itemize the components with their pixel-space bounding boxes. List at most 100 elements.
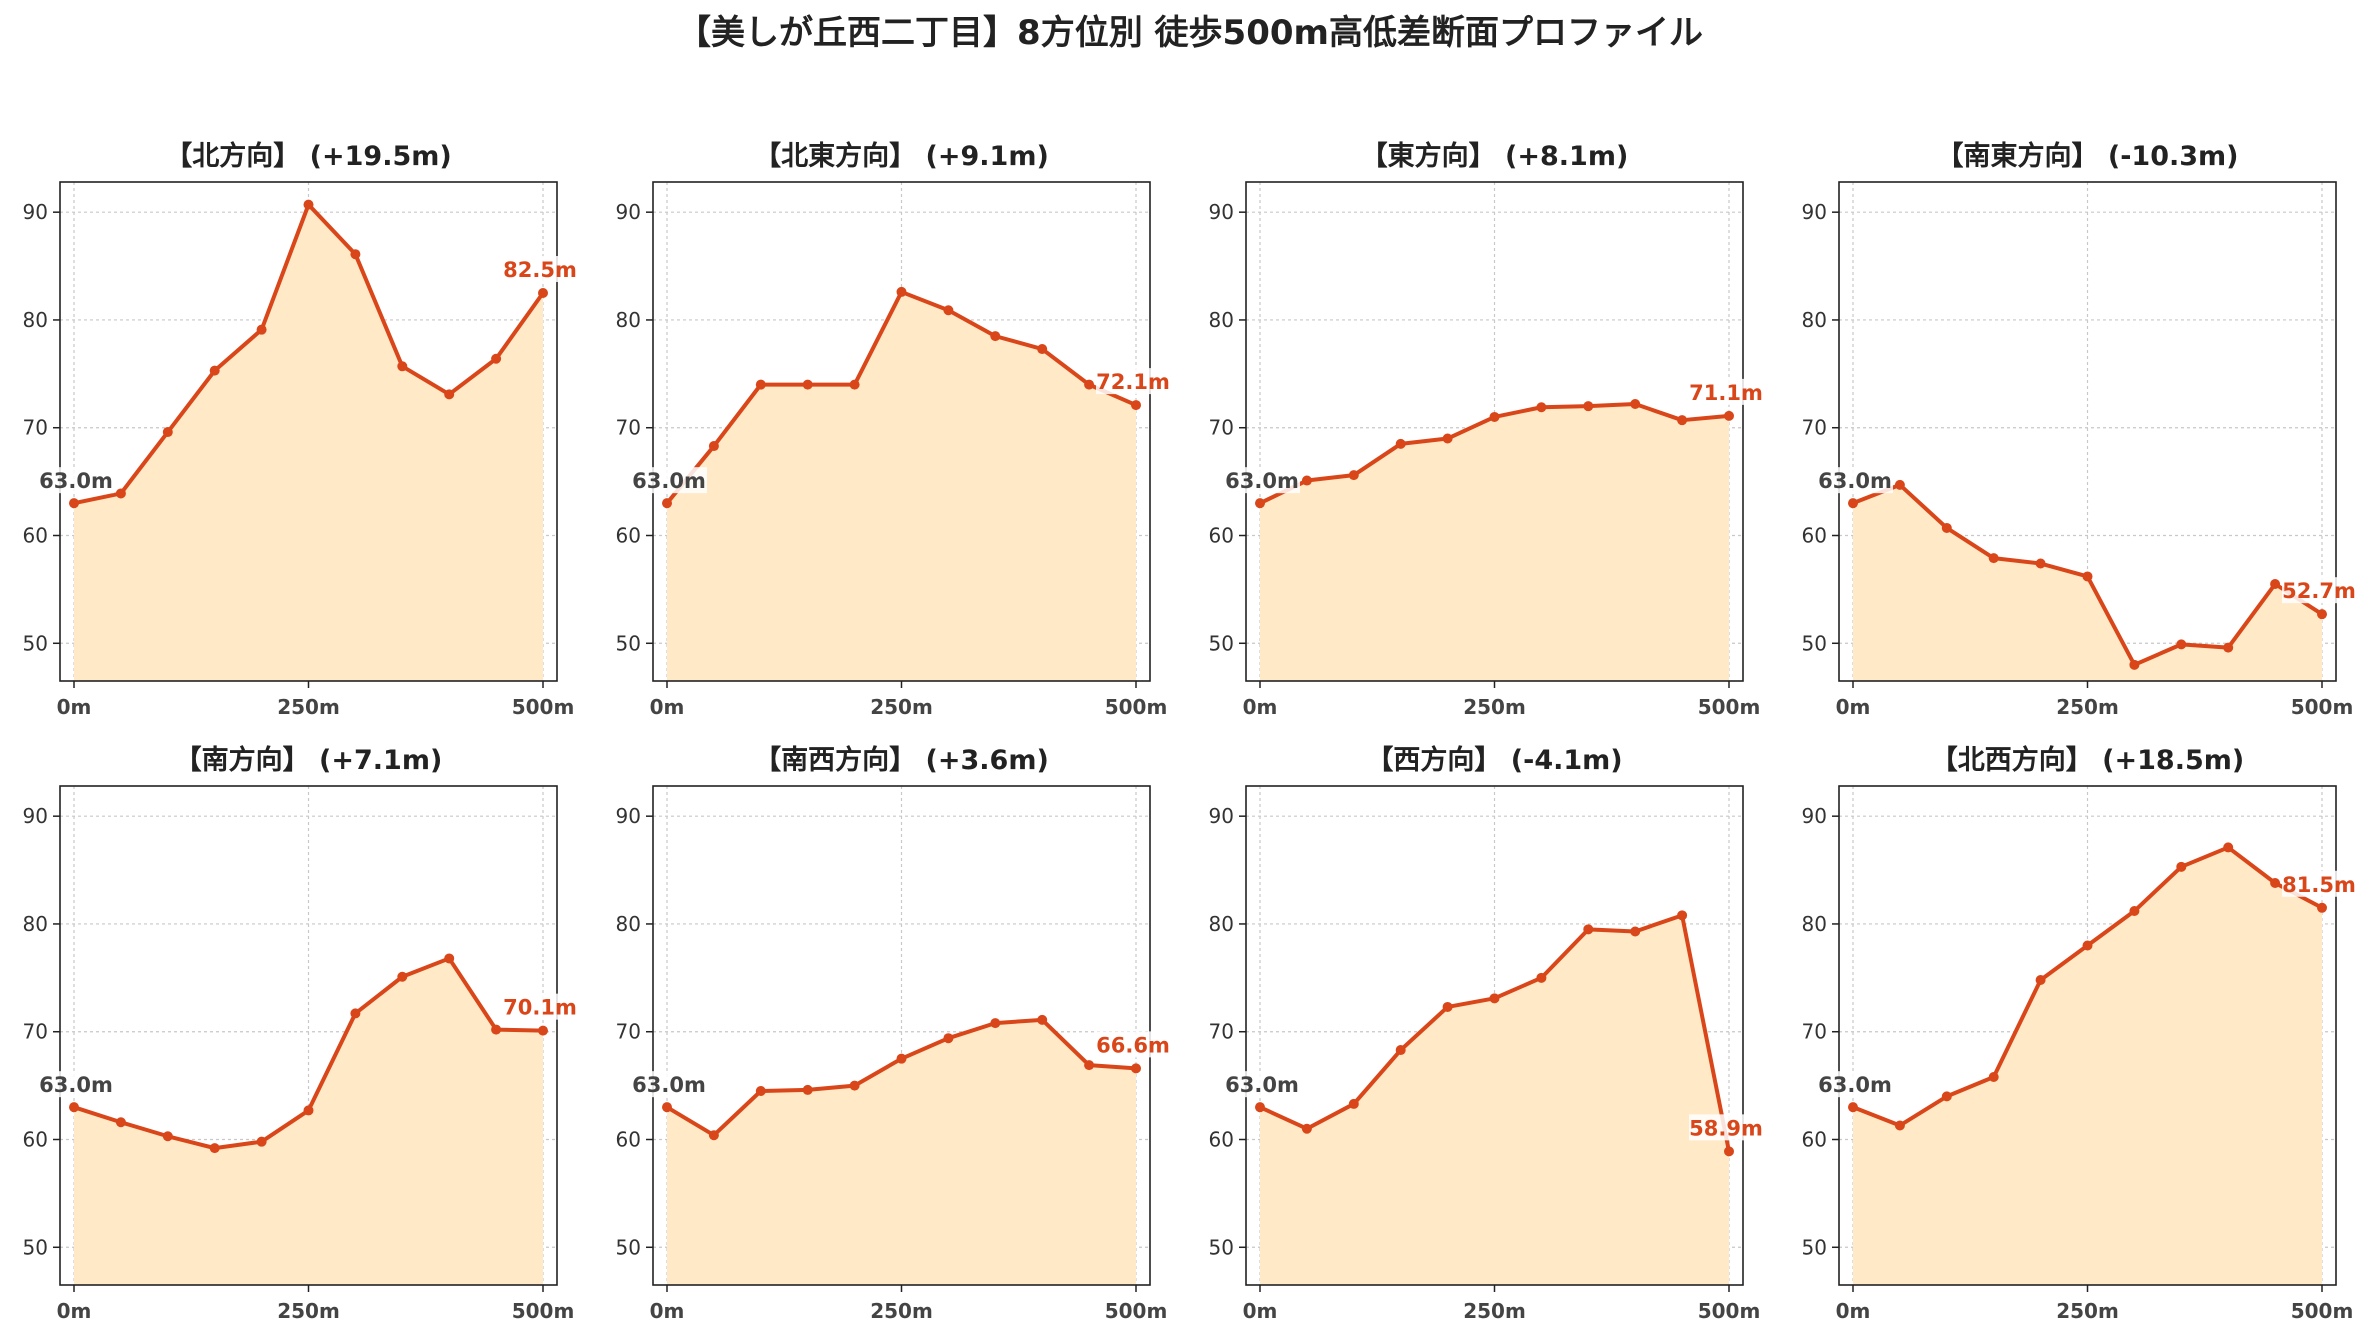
y-tick-label: 60	[1209, 1128, 1234, 1152]
x-tick-label: 250m	[1463, 1299, 1526, 1323]
y-tick-label: 80	[1209, 308, 1234, 332]
chart-title: 【南方向】 (+7.1m)	[175, 744, 443, 776]
data-point	[2129, 906, 2140, 917]
data-point	[1395, 1045, 1406, 1056]
end-label: 71.1m	[1689, 381, 1763, 405]
end-label-bg	[1689, 378, 1763, 405]
y-tick-label: 50	[23, 631, 48, 655]
y-tick-label: 80	[1802, 308, 1827, 332]
data-point	[802, 1084, 813, 1095]
elevation-area	[1853, 484, 2322, 681]
end-label-bg	[1096, 368, 1170, 395]
data-point	[1583, 924, 1594, 935]
data-point	[538, 288, 548, 299]
data-point	[1442, 433, 1453, 444]
data-point	[755, 1086, 766, 1097]
start-label-bg	[1819, 1071, 1893, 1098]
x-tick-label: 500m	[1105, 695, 1168, 719]
start-label-bg	[633, 1071, 707, 1098]
data-point	[990, 331, 1001, 342]
data-point	[1395, 438, 1406, 449]
x-tick-label: 0m	[1836, 1299, 1871, 1323]
chart-title: 【西方向】 (-4.1m)	[1366, 744, 1622, 776]
chart-title: 【東方向】 (+8.1m)	[1361, 140, 1629, 172]
x-tick-label: 250m	[870, 1299, 933, 1323]
y-tick-label: 50	[616, 631, 641, 655]
data-point	[1988, 1071, 1999, 1082]
data-point	[209, 1143, 220, 1154]
data-point	[943, 305, 954, 316]
y-tick-label: 50	[1209, 1235, 1234, 1259]
data-point	[1941, 1091, 1952, 1102]
data-point	[69, 1102, 79, 1113]
data-point	[802, 379, 813, 390]
y-tick-label: 80	[616, 308, 641, 332]
data-point	[1084, 379, 1095, 390]
x-tick-label: 250m	[277, 1299, 340, 1323]
data-point	[1630, 926, 1641, 937]
data-point	[849, 1080, 860, 1091]
y-tick-label: 50	[1802, 1235, 1827, 1259]
y-tick-label: 60	[616, 524, 641, 548]
data-point	[2317, 609, 2327, 620]
data-point	[115, 1117, 126, 1128]
y-tick-label: 70	[616, 1020, 641, 1044]
data-point	[1301, 1123, 1312, 1134]
data-point	[990, 1018, 1001, 1029]
data-point	[209, 365, 220, 376]
data-point	[350, 249, 361, 260]
x-tick-label: 500m	[1698, 695, 1761, 719]
data-point	[1442, 1001, 1453, 1012]
chart-panel-8: 50 60 70 80 90 0m 250m 500m 【北西方向】 (+18.5m) 63.0m…	[1802, 744, 2356, 1323]
data-point	[2035, 974, 2046, 985]
data-point	[1489, 993, 1500, 1004]
data-point	[755, 379, 766, 390]
x-tick-label: 0m	[1243, 695, 1278, 719]
x-tick-label: 250m	[277, 695, 340, 719]
x-tick-label: 0m	[650, 1299, 685, 1323]
chart-panel-5: 50 60 70 80 90 0m 250m 500m 【南方向】 (+7.1m) 63.0m 70…	[23, 744, 577, 1323]
data-point	[1848, 498, 1858, 509]
start-label: 63.0m	[1225, 469, 1299, 493]
y-tick-label: 50	[1209, 631, 1234, 655]
x-tick-label: 500m	[512, 695, 575, 719]
data-point	[115, 488, 126, 499]
end-label: 72.1m	[1096, 370, 1170, 394]
data-point	[162, 1131, 173, 1142]
data-point	[1536, 402, 1547, 413]
start-label: 63.0m	[632, 1073, 706, 1097]
data-point	[491, 1024, 502, 1035]
end-label-bg	[1096, 1031, 1170, 1058]
data-point	[1084, 1060, 1095, 1071]
data-point	[1489, 411, 1500, 422]
y-tick-label: 50	[1802, 631, 1827, 655]
data-point	[662, 1102, 672, 1113]
end-label-bg	[503, 256, 577, 283]
y-tick-label: 90	[1802, 804, 1827, 828]
y-tick-label: 70	[1209, 416, 1234, 440]
data-point	[2223, 642, 2234, 653]
data-point	[444, 953, 455, 964]
y-tick-label: 90	[616, 200, 641, 224]
y-tick-label: 80	[23, 912, 48, 936]
data-point	[1131, 400, 1141, 411]
x-tick-label: 500m	[512, 1299, 575, 1323]
start-label-bg	[40, 1071, 114, 1098]
chart-title: 【南西方向】 (+3.6m)	[754, 744, 1049, 776]
x-tick-label: 250m	[2056, 695, 2119, 719]
y-tick-label: 90	[23, 804, 48, 828]
y-tick-label: 70	[23, 1020, 48, 1044]
x-tick-label: 500m	[2291, 1299, 2354, 1323]
data-point	[896, 286, 907, 297]
start-label: 63.0m	[632, 469, 706, 493]
end-label: 52.7m	[2282, 579, 2356, 603]
data-point	[1894, 479, 1905, 490]
data-point	[1724, 1146, 1734, 1157]
data-point	[444, 389, 455, 400]
start-label-bg	[40, 467, 114, 494]
x-tick-label: 500m	[1698, 1299, 1761, 1323]
data-point	[162, 427, 173, 438]
data-point	[1677, 415, 1688, 426]
start-label: 63.0m	[1225, 1073, 1299, 1097]
data-point	[397, 361, 408, 372]
